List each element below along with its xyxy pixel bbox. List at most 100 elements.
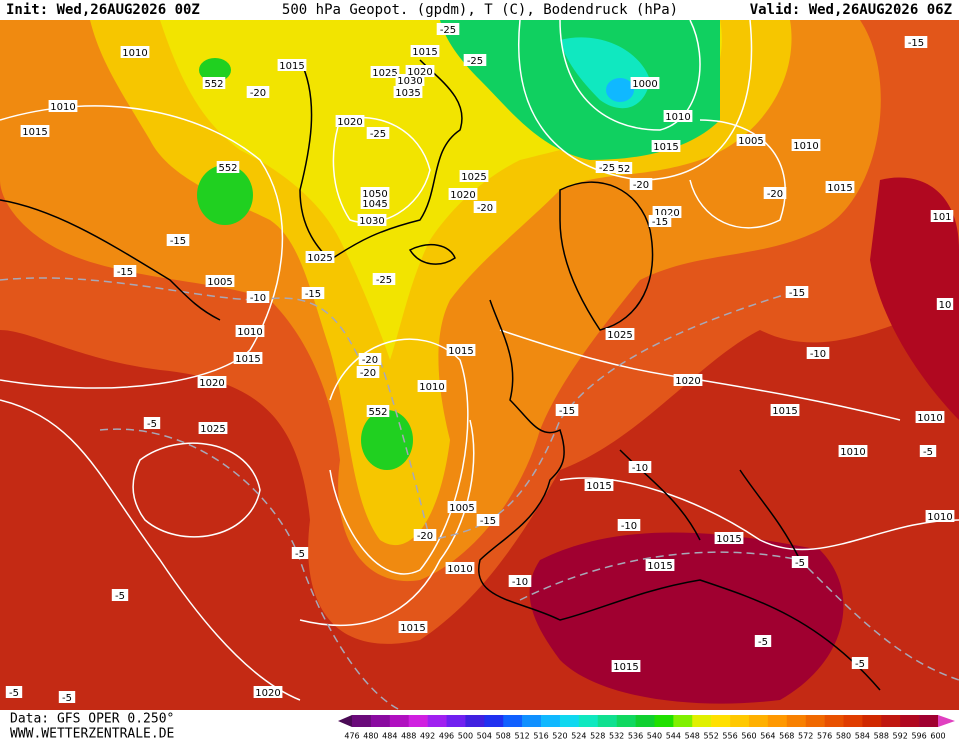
label-box	[417, 380, 447, 392]
legend-tick-label: 568	[779, 732, 794, 741]
legend-swatch	[748, 715, 769, 727]
map-label: -20	[477, 203, 493, 214]
map-label: 1035	[395, 88, 420, 99]
legend-swatch	[767, 715, 788, 727]
legend-tick-label: 536	[628, 732, 643, 741]
map-label: 1025	[461, 172, 486, 183]
map-label: 1010	[447, 564, 472, 575]
label-box	[370, 66, 400, 78]
map-label: 1025	[607, 330, 632, 341]
legend-swatch	[711, 715, 731, 727]
label-box	[360, 197, 390, 209]
legend-arrow	[938, 715, 955, 727]
legend-swatch	[389, 715, 410, 727]
label-box	[405, 65, 435, 77]
map-label: 1010	[665, 112, 690, 123]
legend-tick-label: 592	[893, 732, 908, 741]
map-label: 1010	[419, 382, 444, 393]
map-label: 1015	[279, 61, 304, 72]
legend-arrow	[338, 715, 352, 727]
coast-scandinavia	[559, 181, 654, 331]
legend-tick-label: 488	[401, 732, 416, 741]
isobar	[299, 419, 475, 626]
map-label: -10	[632, 463, 648, 474]
label-box	[358, 353, 382, 365]
label-box	[838, 445, 868, 457]
legend-swatch	[862, 715, 882, 727]
label-box	[446, 344, 476, 356]
legend-swatch	[654, 715, 674, 727]
legend-swatch	[616, 715, 636, 727]
label-box	[398, 621, 428, 633]
label-box	[459, 170, 489, 182]
label-box	[791, 139, 821, 151]
legend-tick-label: 596	[911, 732, 926, 741]
label-box	[301, 287, 325, 299]
label-box	[508, 575, 532, 587]
label-box	[413, 529, 437, 541]
label-box	[628, 461, 652, 473]
map-label: 1015	[772, 406, 797, 417]
map-label: -10	[810, 349, 826, 360]
isotherm	[519, 551, 959, 681]
map-area: 1010 1015 552 -20 1010 1015 552 -15 -15 1005 -10 -1…	[0, 19, 959, 711]
label-box	[770, 404, 800, 416]
legend-swatch	[522, 715, 542, 727]
field-green-low-1	[197, 165, 253, 225]
label-box	[166, 234, 190, 246]
label-box	[936, 298, 954, 310]
label-box	[617, 519, 641, 531]
isobar	[132, 442, 261, 538]
legend-swatch	[503, 715, 523, 727]
legend-swatch	[805, 715, 825, 727]
label-box	[58, 691, 76, 703]
legend-tick-label: 492	[420, 732, 435, 741]
map-label: -15	[305, 289, 321, 300]
map-label: 1020	[199, 378, 224, 389]
map-label: -25	[370, 129, 386, 140]
field-green-low-3	[361, 410, 413, 470]
map-label: 552	[204, 79, 223, 90]
map-label: -15	[480, 516, 496, 527]
map-label: 1015	[235, 354, 260, 365]
map-label: -25	[376, 275, 392, 286]
map-label: 1010	[917, 413, 942, 424]
label-box	[360, 187, 390, 199]
label-box	[20, 125, 50, 137]
legend-swatch	[597, 715, 617, 727]
legend-swatch	[919, 715, 939, 727]
label-box	[555, 404, 579, 416]
isobar	[329, 338, 469, 575]
map-label: 552	[368, 407, 387, 418]
label-box	[436, 23, 460, 35]
map-label: -5	[295, 549, 305, 560]
legend-tick-label: 496	[439, 732, 454, 741]
label-box	[645, 559, 675, 571]
map-label: -5	[115, 591, 125, 602]
label-box	[202, 77, 226, 89]
map-label: 1025	[372, 68, 397, 79]
map-label: 1015	[827, 183, 852, 194]
isobar	[559, 477, 959, 551]
map-label: -5	[855, 659, 865, 670]
legend-tick-label: 548	[685, 732, 700, 741]
map-label: 1015	[448, 346, 473, 357]
label-box	[930, 210, 954, 222]
label-box	[611, 660, 641, 672]
field-green	[440, 20, 720, 160]
label-box	[806, 347, 830, 359]
label-box	[448, 188, 478, 200]
legend-tick-label: 588	[874, 732, 889, 741]
map-label: 1010	[122, 48, 147, 59]
isobar	[689, 119, 786, 229]
label-box	[919, 445, 937, 457]
map-title: 500 hPa Geopot. (gpdm), T (C), Bodendruc…	[282, 2, 678, 18]
label-box	[335, 115, 365, 127]
label-box	[463, 54, 487, 66]
label-box	[253, 686, 283, 698]
legend-tick-label: 520	[552, 732, 567, 741]
legend-swatch	[484, 715, 504, 727]
legend-swatch	[673, 715, 693, 727]
legend-swatch	[408, 715, 428, 727]
